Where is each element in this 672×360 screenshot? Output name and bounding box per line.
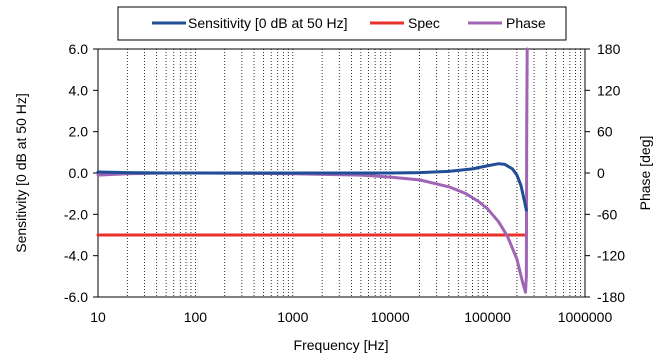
y2-axis-ticks: -180 -120 -60 0 60 120 180	[585, 41, 625, 305]
y-tick-label: 4.0	[69, 82, 89, 98]
x-axis-ticks: 10 100 1000 10000 100000 1000000	[90, 309, 612, 325]
y-tick-label: 6.0	[69, 41, 89, 57]
legend: Sensitivity [0 dB at 50 Hz] Spec Phase	[117, 6, 567, 41]
x-axis-title: Frequency [Hz]	[294, 337, 389, 353]
series-line-sensitivity	[96, 162, 528, 212]
legend-label: Spec	[408, 15, 440, 31]
y2-tick-label: 120	[597, 82, 621, 98]
x-tick-label: 100	[184, 309, 208, 325]
y2-tick-label: 0	[597, 165, 605, 181]
legend-label: Sensitivity [0 dB at 50 Hz]	[188, 15, 348, 31]
y-tick-label: -2.0	[64, 206, 88, 222]
y-tick-label: 0.0	[69, 165, 89, 181]
y2-tick-label: 60	[597, 124, 613, 140]
y-axis-title: Sensitivity [0 dB at 50 Hz]	[13, 93, 29, 253]
y-axis-ticks: -6.0 -4.0 -2.0 0.0 2.0 4.0 6.0	[64, 41, 98, 305]
y2-axis-title: Phase [deg]	[637, 136, 653, 211]
y2-tick-label: -60	[597, 206, 617, 222]
legend-box	[117, 6, 567, 41]
y-tick-label: -4.0	[64, 248, 88, 264]
y-tick-label: -6.0	[64, 289, 88, 305]
x-tick-label: 10	[90, 309, 106, 325]
legend-label: Phase	[506, 15, 546, 31]
x-tick-label: 1000	[277, 309, 308, 325]
x-tick-label: 100000	[464, 309, 511, 325]
series-layer	[96, 47, 529, 294]
y2-tick-label: -120	[597, 248, 625, 264]
y2-tick-label: 180	[597, 41, 621, 57]
y2-tick-label: -180	[597, 289, 625, 305]
x-tick-label: 1000000	[558, 309, 613, 325]
y-tick-label: 2.0	[69, 124, 89, 140]
x-tick-label: 10000	[371, 309, 410, 325]
